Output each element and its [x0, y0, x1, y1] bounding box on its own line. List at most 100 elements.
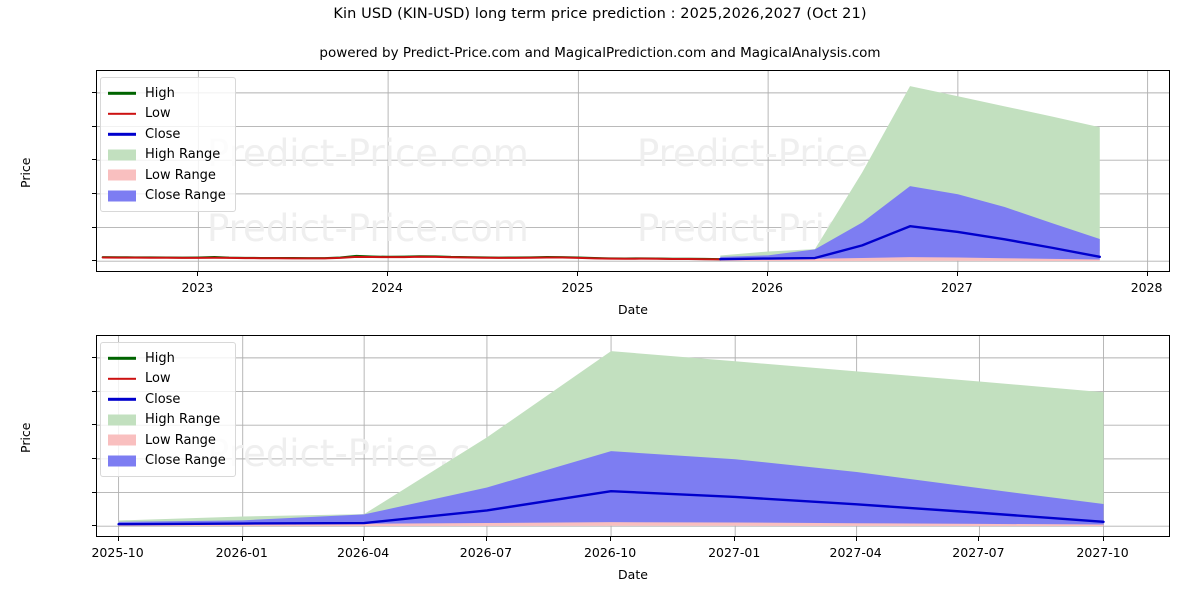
legend-swatch-fill — [108, 190, 136, 202]
legend-swatch-line-icon — [108, 393, 136, 406]
legend-label: Close Range — [145, 453, 226, 469]
top-x-axis-label: Date — [618, 302, 648, 317]
y-tick-mark — [92, 260, 96, 262]
legend-swatch-fill — [108, 169, 136, 181]
legend-label: Close — [145, 126, 181, 142]
legend-swatch-fill — [108, 455, 136, 467]
legend-item-low-range: Low Range — [108, 430, 226, 451]
x-tick-mark — [197, 272, 199, 276]
x-tick-label: 2027-01 — [708, 545, 761, 560]
top-y-axis-label: Price — [18, 157, 33, 189]
legend-item-low-range: Low Range — [108, 165, 226, 186]
legend-label: Low — [145, 106, 171, 122]
legend-swatch-fill — [108, 377, 136, 380]
low-history-line — [101, 255, 722, 261]
x-tick-mark — [767, 272, 769, 276]
x-tick-mark — [241, 537, 243, 541]
legend-swatch-line-icon — [108, 107, 136, 120]
top-plot-area: Predict-Price.com Predict-Price.com Predic… — [96, 70, 1170, 272]
x-tick-mark — [577, 272, 579, 276]
legend-swatch-fill — [108, 414, 136, 426]
close-range-band — [118, 451, 1104, 526]
bottom-y-axis-label: Price — [18, 422, 33, 454]
legend-item-high: High — [108, 348, 226, 369]
legend-label: High — [145, 350, 175, 366]
legend-label: High — [145, 85, 175, 101]
legend-swatch-fill — [108, 357, 136, 360]
legend-swatch-fill — [108, 133, 136, 136]
legend-label: Low Range — [145, 167, 216, 183]
y-tick-mark — [92, 390, 96, 392]
legend-label: High Range — [145, 412, 221, 428]
y-tick-mark — [92, 525, 96, 527]
legend-swatch-line-icon — [108, 372, 136, 385]
x-tick-mark — [956, 272, 958, 276]
x-tick-label: 2027-10 — [1076, 545, 1129, 560]
y-tick-mark — [92, 159, 96, 161]
legend-swatch-patch-icon — [108, 148, 136, 161]
bottom-x-axis-label: Date — [618, 567, 648, 582]
legend-swatch-fill — [108, 112, 136, 115]
top-legend: High Low Close High Range Low Range Close Ran… — [100, 77, 236, 212]
x-tick-label: 2026-10 — [583, 545, 637, 560]
x-tick-label: 2026-07 — [459, 545, 513, 560]
legend-item-low: Low — [108, 369, 226, 390]
x-tick-label: 2027-04 — [829, 545, 882, 560]
x-tick-mark — [117, 537, 119, 541]
y-tick-mark — [92, 91, 96, 93]
y-tick-mark — [92, 125, 96, 127]
legend-label: Close — [145, 391, 181, 407]
legend-swatch-fill — [108, 149, 136, 161]
close-range-band — [720, 186, 1100, 261]
x-tick-mark — [734, 537, 736, 541]
y-tick-mark — [92, 424, 96, 426]
x-tick-label: 2025 — [561, 280, 594, 295]
x-tick-mark — [387, 272, 389, 276]
legend-label: High Range — [145, 147, 221, 163]
legend-swatch-fill — [108, 434, 136, 446]
legend-label: Low Range — [145, 432, 216, 448]
legend-swatch-patch-icon — [108, 169, 136, 182]
page-title: Kin USD (KIN-USD) long term price predic… — [333, 6, 867, 22]
x-tick-label: 2026-04 — [337, 545, 390, 560]
legend-label: Close Range — [145, 188, 226, 204]
x-tick-label: 2028 — [1130, 280, 1163, 295]
legend-item-high: High — [108, 83, 226, 104]
legend-item-high-range: High Range — [108, 145, 226, 166]
legend-swatch-fill — [108, 398, 136, 401]
y-tick-mark — [92, 491, 96, 493]
low-range-band — [720, 257, 1100, 262]
legend-item-close: Close — [108, 124, 226, 145]
x-tick-mark — [485, 537, 487, 541]
legend-item-close-range: Close Range — [108, 186, 226, 207]
x-tick-label: 2023 — [181, 280, 214, 295]
watermark-text: Predict-Price.com — [207, 207, 529, 250]
y-tick-mark — [92, 356, 96, 358]
x-tick-label: 2027 — [940, 280, 973, 295]
low-range-band — [118, 522, 1104, 527]
legend-item-low: Low — [108, 104, 226, 125]
x-tick-label: 2026 — [751, 280, 784, 295]
x-tick-mark — [855, 537, 857, 541]
y-tick-mark — [92, 457, 96, 459]
legend-swatch-line-icon — [108, 352, 136, 365]
legend-swatch-patch-icon — [108, 189, 136, 202]
legend-swatch-line-icon — [108, 128, 136, 141]
legend-item-high-range: High Range — [108, 410, 226, 431]
legend-swatch-patch-icon — [108, 454, 136, 467]
x-tick-label: 2024 — [371, 280, 404, 295]
legend-label: Low — [145, 371, 171, 387]
x-tick-mark — [610, 537, 612, 541]
x-tick-label: 2026-01 — [215, 545, 268, 560]
x-tick-label: 2025-10 — [91, 545, 144, 560]
x-tick-mark — [363, 537, 365, 541]
x-tick-label: 2027-07 — [952, 545, 1005, 560]
legend-item-close: Close — [108, 389, 226, 410]
page-subtitle: powered by Predict-Price.com and Magical… — [319, 45, 881, 61]
y-tick-mark — [92, 192, 96, 194]
x-tick-mark — [1102, 537, 1104, 541]
legend-swatch-line-icon — [108, 87, 136, 100]
close-forecast-line — [719, 225, 1101, 261]
